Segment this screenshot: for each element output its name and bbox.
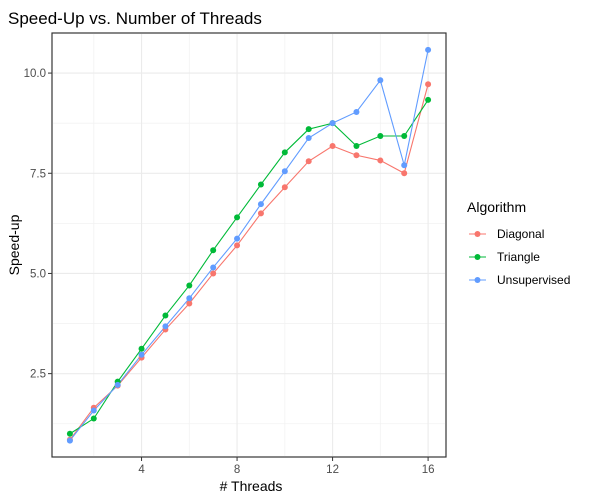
point-unsupervised bbox=[353, 108, 360, 115]
series-line-triangle bbox=[69, 99, 429, 435]
series-line-unsupervised bbox=[69, 49, 429, 441]
y-tick-label: 5.0 bbox=[30, 268, 46, 280]
y-tick-label: 7.5 bbox=[30, 168, 46, 180]
point-unsupervised bbox=[114, 381, 121, 388]
x-tick-label: 16 bbox=[422, 464, 435, 476]
legend-items: Diagonal Triangle Unsupervised bbox=[469, 227, 570, 287]
point-diagonal bbox=[186, 300, 193, 307]
point-unsupervised bbox=[305, 134, 312, 141]
point-triangle bbox=[257, 181, 264, 188]
legend-item-diagonal: Diagonal bbox=[469, 227, 544, 241]
y-tick-label: 10.0 bbox=[24, 68, 46, 80]
point-diagonal bbox=[281, 184, 288, 191]
point-unsupervised bbox=[281, 168, 288, 175]
legend-item-unsupervised: Unsupervised bbox=[469, 273, 570, 287]
point-triangle bbox=[305, 126, 312, 133]
point-unsupervised bbox=[162, 323, 169, 330]
legend-key-point bbox=[474, 231, 481, 237]
legend-title: Algorithm bbox=[467, 199, 526, 215]
point-unsupervised bbox=[425, 46, 432, 53]
x-tick-label: 12 bbox=[326, 464, 339, 476]
plot-area bbox=[51, 32, 447, 458]
legend: Algorithm Diagonal Triangle Unsupervised bbox=[467, 199, 570, 287]
point-diagonal bbox=[377, 157, 384, 164]
chart-title: Speed-Up vs. Number of Threads bbox=[8, 9, 262, 28]
point-triangle bbox=[377, 132, 384, 139]
point-triangle bbox=[210, 247, 217, 254]
point-triangle bbox=[138, 345, 145, 352]
legend-label: Triangle bbox=[497, 250, 540, 264]
point-unsupervised bbox=[186, 295, 193, 302]
series-line-diagonal bbox=[69, 84, 429, 441]
legend-label: Unsupervised bbox=[497, 273, 570, 287]
point-diagonal bbox=[329, 143, 336, 150]
point-triangle bbox=[90, 415, 97, 422]
grid bbox=[52, 33, 446, 457]
point-unsupervised bbox=[234, 235, 241, 242]
point-unsupervised bbox=[401, 162, 408, 169]
point-unsupervised bbox=[329, 120, 336, 127]
point-diagonal bbox=[210, 270, 217, 277]
series-points bbox=[66, 46, 432, 444]
y-axis-title: Speed-up bbox=[6, 214, 22, 275]
point-unsupervised bbox=[377, 77, 384, 84]
x-axis: 4 8 12 16 bbox=[138, 457, 434, 476]
point-diagonal bbox=[234, 242, 241, 249]
point-triangle bbox=[186, 282, 193, 289]
point-triangle bbox=[401, 132, 408, 139]
point-triangle bbox=[353, 143, 360, 150]
point-unsupervised bbox=[90, 407, 97, 414]
point-unsupervised bbox=[257, 201, 264, 208]
point-triangle bbox=[66, 430, 73, 437]
x-axis-title: # Threads bbox=[220, 478, 283, 494]
point-diagonal bbox=[305, 158, 312, 165]
plot-border bbox=[51, 32, 447, 458]
x-tick-label: 4 bbox=[138, 464, 145, 476]
point-unsupervised bbox=[210, 264, 217, 271]
point-diagonal bbox=[257, 210, 264, 217]
point-unsupervised bbox=[138, 351, 145, 358]
point-diagonal bbox=[353, 152, 360, 159]
point-diagonal bbox=[425, 81, 432, 88]
y-tick-label: 2.5 bbox=[30, 369, 46, 381]
point-triangle bbox=[234, 214, 241, 221]
point-diagonal bbox=[401, 170, 408, 177]
point-triangle bbox=[425, 96, 432, 103]
legend-label: Diagonal bbox=[497, 227, 544, 241]
y-axis: 2.5 5.0 7.5 10.0 bbox=[24, 68, 52, 381]
point-triangle bbox=[281, 149, 288, 156]
legend-key-point bbox=[474, 254, 481, 260]
legend-key-point bbox=[474, 277, 481, 283]
x-tick-label: 8 bbox=[234, 464, 240, 476]
legend-item-triangle: Triangle bbox=[469, 250, 540, 264]
plot-panel bbox=[51, 32, 447, 458]
point-unsupervised bbox=[66, 437, 73, 444]
point-triangle bbox=[162, 312, 169, 319]
series-lines bbox=[69, 49, 429, 441]
